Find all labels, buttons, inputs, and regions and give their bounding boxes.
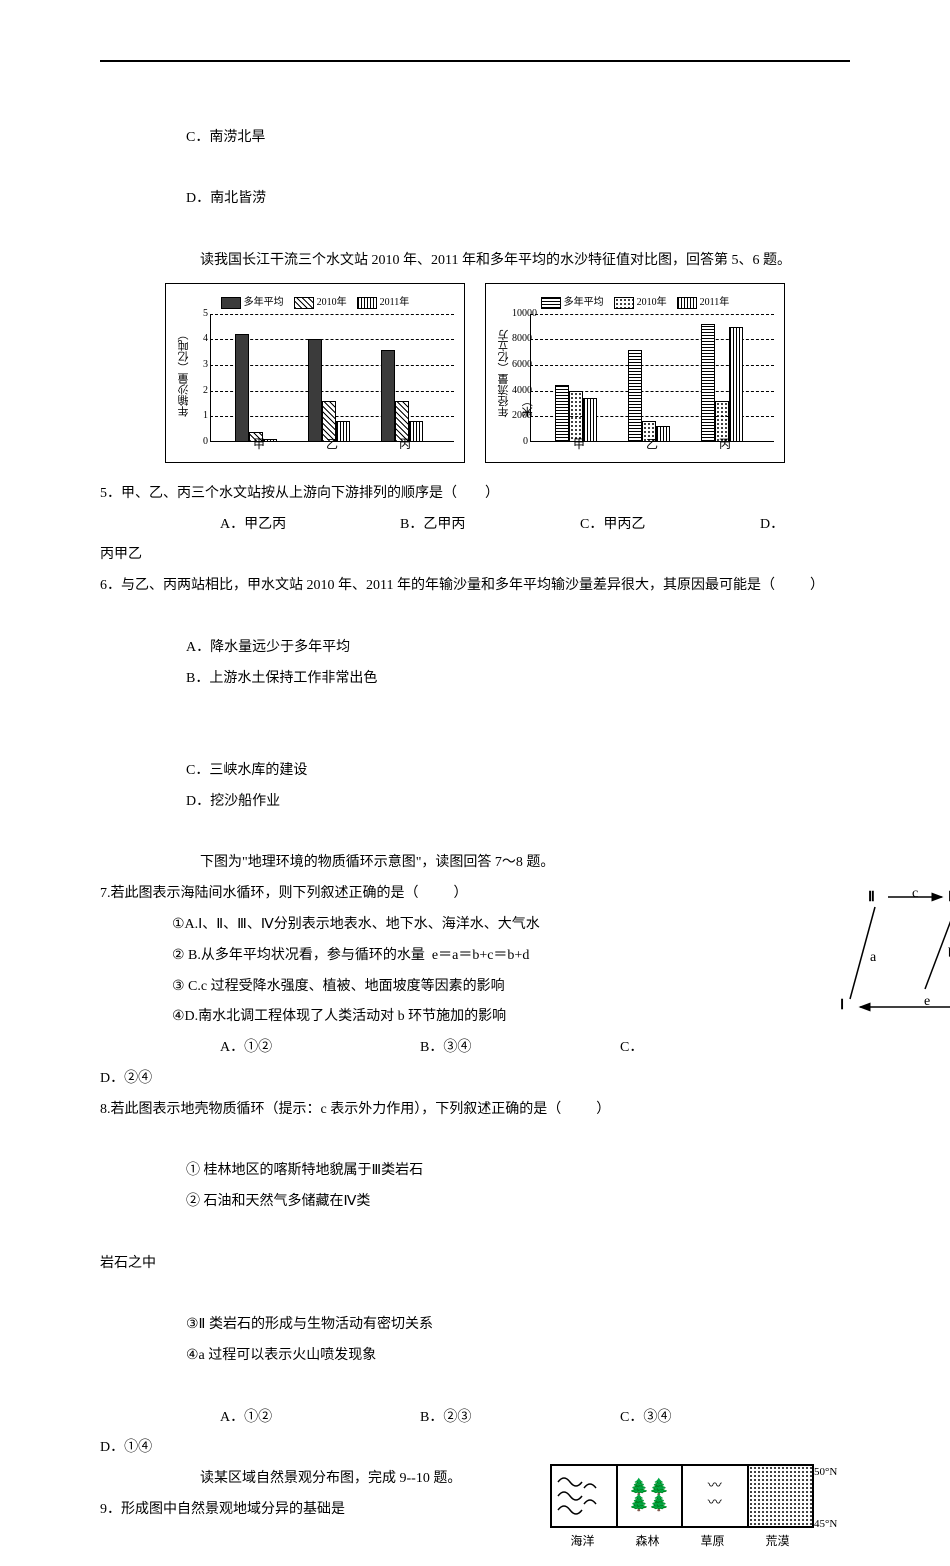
axis-y xyxy=(210,314,211,442)
q6-opt-d: D．挖沙船作业 xyxy=(186,794,280,809)
q5-options: A．甲乙丙 B．乙甲丙 C．甲丙乙 D． xyxy=(100,510,850,541)
legend-swatch-2 xyxy=(614,297,634,309)
q8-tail: D．①④ xyxy=(100,1433,850,1464)
chart1-plot xyxy=(210,314,454,442)
intro-5-6: 读我国长江干流三个水文站 2010 年、2011 年和多年平均的水沙特征值对比图… xyxy=(100,246,850,277)
map-cell-grass: 〰〰 xyxy=(683,1466,749,1526)
q8-opt-c: C．③④ xyxy=(620,1403,820,1434)
q5-opt-d: D． xyxy=(760,510,850,541)
q5-opt-c: C．甲丙乙 xyxy=(580,510,760,541)
q7-l4: ④D.南水北调工程体现了人类活动对 b 环节施加的影响 xyxy=(100,1002,820,1033)
legend-label-2: 2010年 xyxy=(317,292,347,314)
q8-opt-a: A．①② xyxy=(220,1403,420,1434)
node-II: Ⅱ xyxy=(868,883,875,914)
edge-a: a xyxy=(870,943,876,974)
map-label-ocean: 海洋 xyxy=(550,1528,615,1554)
legend-label-1: 多年平均 xyxy=(244,292,284,314)
edge-c: c xyxy=(912,879,918,910)
legend-swatch-3 xyxy=(357,297,377,309)
landscape-map: 🌲🌲🌲🌲 〰〰 50°N 45°N 海洋 森林 草原 荒漠 xyxy=(550,1464,850,1554)
q7-stem: 7.若此图表示海陆间水循环，则下列叙述正确的是（ ） xyxy=(100,879,820,910)
q5-tail: 丙甲乙 xyxy=(100,540,850,571)
q6-stem: 6．与乙、丙两站相比，甲水文站 2010 年、2011 年的年输沙量和多年平均输… xyxy=(100,571,850,602)
legend-swatch-3 xyxy=(677,297,697,309)
q8-l2a: ③Ⅱ 类岩石的形成与生物活动有密切关系 xyxy=(186,1310,546,1341)
q6-opt-b: B．上游水土保持工作非常出色 xyxy=(186,671,377,686)
map-label-grass: 草原 xyxy=(680,1528,745,1554)
map-cell-forest: 🌲🌲🌲🌲 xyxy=(618,1466,684,1526)
q7-l2: ② B.从多年平均状况看，参与循环的水量 e＝a＝b+c＝b+d xyxy=(100,941,820,972)
q5-opt-b: B．乙甲丙 xyxy=(400,510,580,541)
q7-tail: D．②④ xyxy=(100,1064,850,1095)
q7-l3: ③ C.c 过程受降水强度、植被、地面坡度等因素的影响 xyxy=(100,972,820,1003)
intro-7-8: 下图为"地理环境的物质循环示意图"，读图回答 7～8 题。 xyxy=(100,848,850,879)
map-label-desert: 荒漠 xyxy=(745,1528,810,1554)
q6-row1: A．降水量远少于多年平均 B．上游水土保持工作非常出色 xyxy=(100,602,850,725)
legend-label-2: 2010年 xyxy=(637,292,667,314)
chart1-legend: 多年平均 2010年 2011年 xyxy=(172,292,458,314)
q8-l1tail: 岩石之中 xyxy=(100,1249,850,1280)
map-frame: 🌲🌲🌲🌲 〰〰 xyxy=(550,1464,814,1528)
q5-opt-a: A．甲乙丙 xyxy=(220,510,400,541)
q8-row2: ③Ⅱ 类岩石的形成与生物活动有密切关系 ④a 过程可以表示火山喷发现象 xyxy=(100,1280,850,1403)
q8-l1a: ① 桂林地区的喀斯特地貌属于Ⅲ类岩石 xyxy=(186,1156,566,1187)
legend-label-3: 2011年 xyxy=(380,292,410,314)
legend-label-1: 多年平均 xyxy=(564,292,604,314)
q9-block: 读某区域自然景观分布图，完成 9--10 题。 9．形成图中自然景观地域分异的基… xyxy=(100,1464,850,1526)
q8-l2b: ④a 过程可以表示火山喷发现象 xyxy=(186,1348,376,1363)
q8-opt-b: B．②③ xyxy=(420,1403,620,1434)
map-label-forest: 森林 xyxy=(615,1528,680,1554)
q8-row1: ① 桂林地区的喀斯特地貌属于Ⅲ类岩石 ② 石油和天然气多储藏在Ⅳ类 xyxy=(100,1126,850,1249)
map-cell-ocean xyxy=(552,1466,618,1526)
legend-label-3: 2011年 xyxy=(700,292,730,314)
q7-opt-c: C． xyxy=(620,1033,820,1064)
lat-bot: 45°N xyxy=(814,1512,837,1536)
cycle-diagram: Ⅰ Ⅱ Ⅲ Ⅳ a b c d e xyxy=(820,879,850,1029)
q7-opt-a: A．①② xyxy=(220,1033,420,1064)
opt-c: C．南涝北旱 xyxy=(186,130,265,145)
legend-swatch-1 xyxy=(221,297,241,309)
chart-runoff: 多年平均 2010年 2011年 年径流量（亿立方米） 020004000600… xyxy=(485,283,785,463)
q-prev-options: C．南涝北旱 D．南北皆涝 xyxy=(100,92,850,246)
q8-options: A．①② B．②③ C．③④ xyxy=(100,1403,850,1434)
q8-stem: 8.若此图表示地壳物质循环（提示：c 表示外力作用），下列叙述正确的是（ ） xyxy=(100,1095,850,1126)
q7-opt-b: B．③④ xyxy=(420,1033,620,1064)
map-labels: 海洋 森林 草原 荒漠 xyxy=(550,1528,810,1554)
chart2-plot xyxy=(530,314,774,442)
top-rule xyxy=(100,60,850,62)
q7-l1: ①A.Ⅰ、Ⅱ、Ⅲ、Ⅳ分别表示地表水、地下水、海洋水、大气水 xyxy=(100,910,820,941)
edge-e: e xyxy=(924,987,930,1018)
q5-stem: 5．甲、乙、丙三个水文站按从上游向下游排列的顺序是（ ） xyxy=(100,479,850,510)
lat-top: 50°N xyxy=(814,1460,837,1484)
legend-swatch-2 xyxy=(294,297,314,309)
q6-row2: C．三峡水库的建设 D．挖沙船作业 xyxy=(100,725,850,848)
node-I: Ⅰ xyxy=(840,991,844,1022)
q6-opt-c: C．三峡水库的建设 xyxy=(186,756,606,787)
q6-opt-a: A．降水量远少于多年平均 xyxy=(186,633,506,664)
opt-d: D．南北皆涝 xyxy=(186,191,266,206)
charts-row: 多年平均 2010年 2011年 年输沙量（亿吨） 012345甲乙丙 多年平均… xyxy=(100,283,850,463)
legend-swatch-1 xyxy=(541,297,561,309)
map-cell-desert xyxy=(749,1466,813,1526)
q8-l1b: ② 石油和天然气多储藏在Ⅳ类 xyxy=(186,1194,370,1209)
q7-options: A．①② B．③④ C． xyxy=(100,1033,820,1064)
chart-sediment: 多年平均 2010年 2011年 年输沙量（亿吨） 012345甲乙丙 xyxy=(165,283,465,463)
